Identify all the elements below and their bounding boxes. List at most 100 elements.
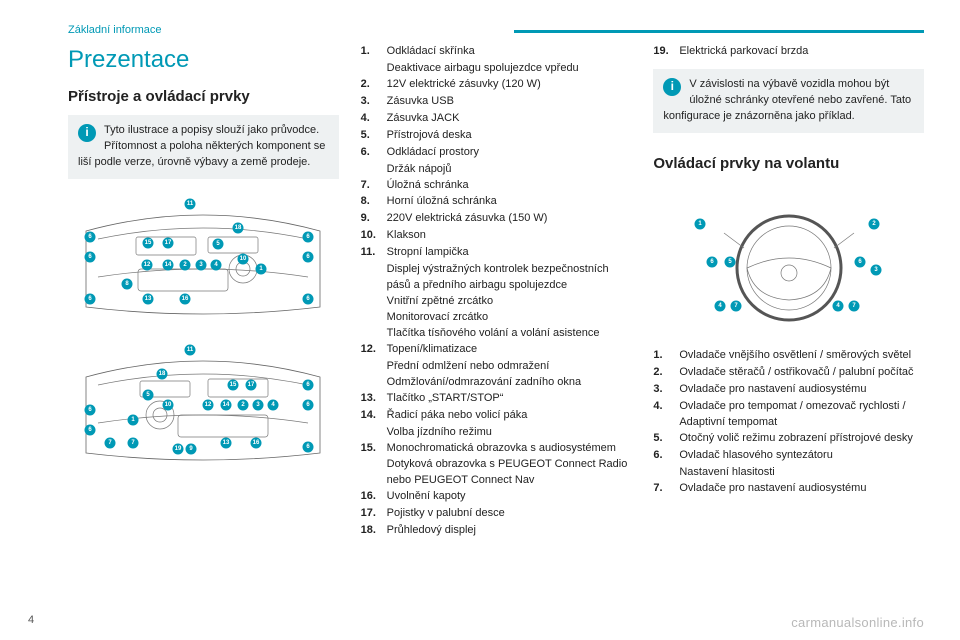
item-subtext: Odmžlování/odmrazování zadního okna — [387, 375, 632, 391]
dashboard-item-list: 1.Odkládací skřínkaDeaktivace airbagu sp… — [361, 44, 632, 540]
item-number: 3. — [653, 382, 679, 398]
item-subtext: Přední odmlžení nebo odmražení — [387, 359, 632, 375]
item-number: 11. — [361, 245, 387, 261]
item-text: Ovladač hlasového syntezátoru — [679, 448, 924, 464]
svg-text:19: 19 — [175, 446, 182, 452]
list-item: 7.Ovladače pro nastavení audiosystému — [653, 481, 924, 497]
svg-text:11: 11 — [187, 347, 194, 353]
steering-item-list: 1.Ovladače vnějšího osvětlení / směrovýc… — [653, 348, 924, 498]
item-text: Ovladače stěračů / ostřikovačů / palubní… — [679, 365, 924, 381]
svg-text:17: 17 — [248, 382, 255, 388]
item-number: 4. — [361, 111, 387, 127]
svg-text:11: 11 — [187, 201, 194, 207]
list-item: 16.Uvolnění kapoty — [361, 489, 632, 505]
list-item: 7.Úložná schránka — [361, 178, 632, 194]
item-text: Zásuvka JACK — [387, 111, 632, 127]
item-text: Otočný volič režimu zobrazení přístrojov… — [679, 431, 924, 447]
svg-text:16: 16 — [253, 440, 260, 446]
list-item: 6.Odkládací prostory — [361, 145, 632, 161]
steering-title: Ovládací prvky na volantu — [653, 155, 924, 172]
item-text: Tlačítko „START/STOP“ — [387, 391, 632, 407]
list-item: 5.Přístrojová deska — [361, 128, 632, 144]
item-text: Uvolnění kapoty — [387, 489, 632, 505]
item-subtext: Držák nápojů — [387, 162, 632, 178]
item-number: 15. — [361, 441, 387, 457]
item-text: 12V elektrické zásuvky (120 W) — [387, 77, 632, 93]
page-title: Prezentace — [68, 46, 339, 74]
section-subtitle: Přístroje a ovládací prvky — [68, 88, 339, 105]
list-item: 9.220V elektrická zásuvka (150 W) — [361, 211, 632, 227]
item-number: 5. — [653, 431, 679, 447]
item-number: 14. — [361, 408, 387, 424]
svg-text:10: 10 — [240, 256, 247, 262]
item-subtext: Vnitřní zpětné zrcátko — [387, 294, 632, 310]
item-text: Ovladače pro nastavení audiosystému — [679, 382, 924, 398]
svg-text:13: 13 — [223, 440, 230, 446]
item-number: 1. — [653, 348, 679, 364]
svg-text:14: 14 — [223, 402, 230, 408]
svg-text:14: 14 — [165, 262, 172, 268]
list-item: 6.Ovladač hlasového syntezátoru — [653, 448, 924, 464]
item-number: 2. — [361, 77, 387, 93]
item-text: 220V elektrická zásuvka (150 W) — [387, 211, 632, 227]
item-text: Přístrojová deska — [387, 128, 632, 144]
svg-text:12: 12 — [144, 262, 151, 268]
header-accent-line — [514, 30, 924, 33]
column-3: 19. Elektrická parkovací brzda i V závis… — [653, 44, 924, 602]
item-text: Odkládací skřínka — [387, 44, 632, 60]
item-text: Ovladače pro nastavení audiosystému — [679, 481, 924, 497]
item-number: 2. — [653, 365, 679, 381]
item-number: 12. — [361, 342, 387, 358]
item-text: Průhledový displej — [387, 523, 632, 539]
item-number: 18. — [361, 523, 387, 539]
list-item: 4.Ovladače pro tempomat / omezovač rychl… — [653, 399, 924, 431]
item-subtext: Tlačítka tísňového volání a volání asist… — [387, 326, 632, 342]
dashboard-diagram-2: 116677199151718121423466615101316 — [68, 335, 339, 475]
manual-page: Základní informace Prezentace Přístroje … — [0, 0, 960, 640]
list-item: 2.Ovladače stěračů / ostřikovačů / palub… — [653, 365, 924, 381]
item-number: 3. — [361, 94, 387, 110]
item-text: Řadicí páka nebo volicí páka — [387, 408, 632, 424]
item-text: Ovladače vnějšího osvětlení / směrových … — [679, 348, 924, 364]
list-item: 10.Klakson — [361, 228, 632, 244]
svg-text:18: 18 — [235, 225, 242, 231]
list-item: 5.Otočný volič režimu zobrazení přístroj… — [653, 431, 924, 447]
item-text: Odkládací prostory — [387, 145, 632, 161]
info-icon: i — [663, 78, 681, 96]
list-item: 1.Odkládací skřínka — [361, 44, 632, 60]
list-item: 2.12V elektrické zásuvky (120 W) — [361, 77, 632, 93]
item-number: 9. — [361, 211, 387, 227]
item-number: 4. — [653, 399, 679, 431]
info-box-intro: i Tyto ilustrace a popisy slouží jako pr… — [68, 115, 339, 179]
svg-text:17: 17 — [165, 240, 172, 246]
item-number: 6. — [653, 448, 679, 464]
item-number: 16. — [361, 489, 387, 505]
item-number: 17. — [361, 506, 387, 522]
list-item: 8.Horní úložná schránka — [361, 194, 632, 210]
item-text: Ovladače pro tempomat / omezovač rychlos… — [679, 399, 924, 431]
column-2: 1.Odkládací skřínkaDeaktivace airbagu sp… — [361, 44, 632, 602]
item-number: 19. — [653, 44, 679, 60]
item-subtext: Volba jízdního režimu — [387, 425, 632, 441]
list-item: 15.Monochromatická obrazovka s audiosyst… — [361, 441, 632, 457]
info-box-2: i V závislosti na výbavě vozidla mohou b… — [653, 69, 924, 133]
svg-text:15: 15 — [145, 240, 152, 246]
item-text: Klakson — [387, 228, 632, 244]
column-1: Prezentace Přístroje a ovládací prvky i … — [68, 44, 339, 602]
item-text: Monochromatická obrazovka s audiosystéme… — [387, 441, 632, 457]
item-subtext: Nastavení hlasitosti — [679, 465, 924, 481]
info-text-2: V závislosti na výbavě vozidla mohou být… — [663, 78, 911, 122]
item-text: Úložná schránka — [387, 178, 632, 194]
item-subtext: Deaktivace airbagu spolujezdce vpředu — [387, 61, 632, 77]
item-subtext: Dotyková obrazovka s PEUGEOT Connect Rad… — [387, 457, 632, 489]
list-item: 12.Topení/klimatizace — [361, 342, 632, 358]
svg-text:10: 10 — [165, 402, 172, 408]
list-item: 13.Tlačítko „START/STOP“ — [361, 391, 632, 407]
item-subtext: Monitorovací zrcátko — [387, 310, 632, 326]
dash-extra-item: 19. Elektrická parkovací brzda — [653, 44, 924, 61]
item-subtext: Displej výstražných kontrolek bezpečnost… — [387, 262, 632, 294]
info-text-1: Tyto ilustrace a popisy slouží jako prův… — [78, 124, 325, 168]
info-icon: i — [78, 124, 96, 142]
item-text: Stropní lampička — [387, 245, 632, 261]
svg-text:13: 13 — [145, 296, 152, 302]
